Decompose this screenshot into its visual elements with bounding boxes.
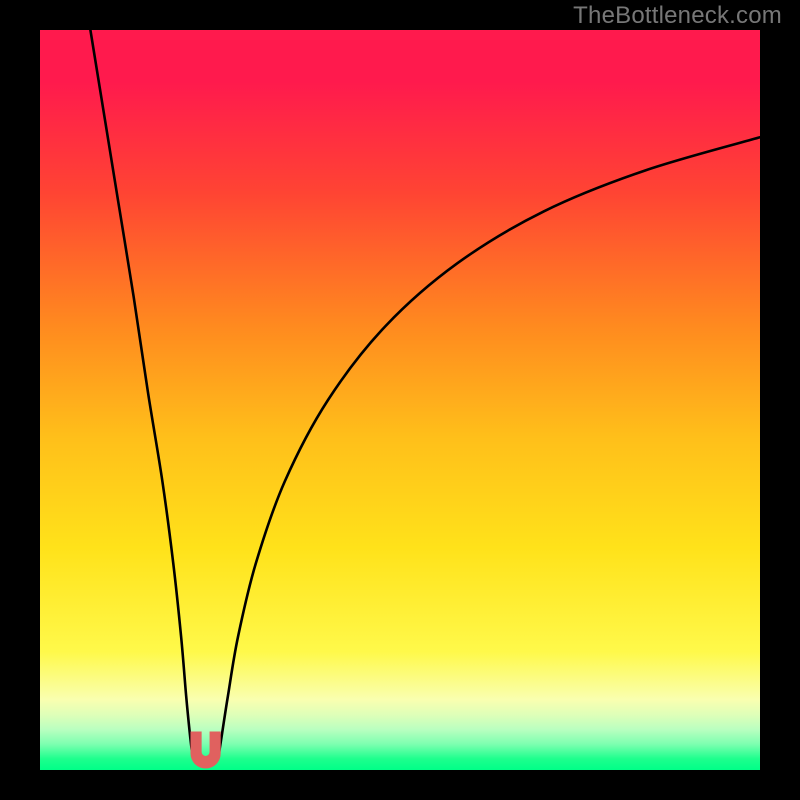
- watermark-text: TheBottleneck.com: [573, 2, 782, 30]
- bottleneck-curve-chart: [0, 0, 800, 800]
- chart-frame: TheBottleneck.com: [0, 0, 800, 800]
